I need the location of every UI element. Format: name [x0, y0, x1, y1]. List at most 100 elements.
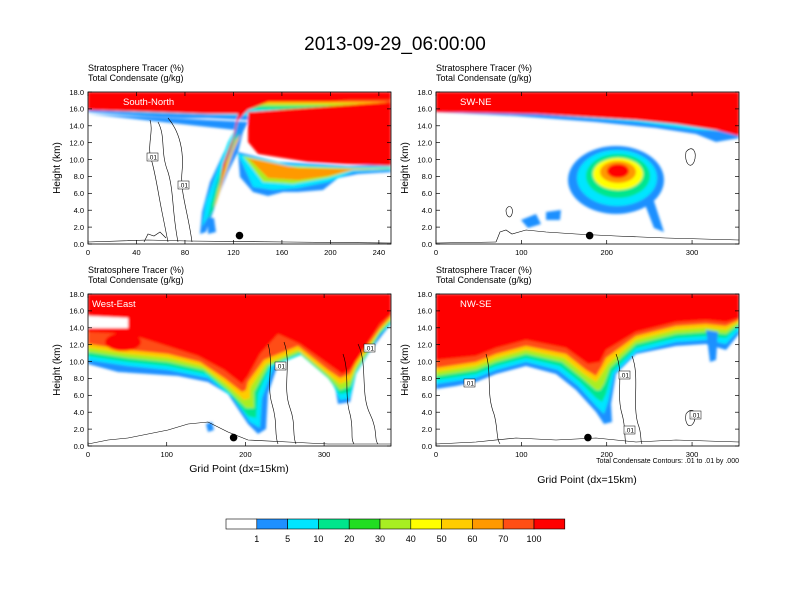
colorbar-swatch [287, 518, 319, 530]
panel-title-condensate: Total Condensate (g/kg) [436, 73, 532, 83]
y-tick-label: 12.0 [69, 340, 84, 349]
y-tick-label: 2.0 [74, 425, 84, 434]
colorbar-swatch [379, 518, 412, 530]
y-tick-label: 4.0 [74, 408, 84, 417]
colorbar-label: 60 [467, 534, 477, 544]
x-tick-label: 0 [86, 248, 90, 257]
y-tick-label: 6.0 [74, 391, 84, 400]
colorbar-label: 50 [437, 534, 447, 544]
panel-title-condensate: Total Condensate (g/kg) [436, 275, 532, 285]
y-tick-label: 16.0 [417, 307, 432, 316]
axes-south-north: 0 40 80 120 160 200 240 0.0 2.0 4.0 6.0 8.0 10.0 12.0… [69, 88, 391, 257]
contour-label: .01 [465, 381, 474, 388]
x-axis-title: Grid Point (dx=15km) [537, 474, 637, 486]
colorbar-swatch [225, 518, 258, 530]
panel-nw-se: Stratosphere Tracer (%) Total Condensate… [400, 265, 740, 486]
x-tick-label: 300 [686, 248, 699, 257]
contour-label-group: .01 .01 .01 .01 [463, 370, 702, 435]
x-tick-label: 0 [434, 450, 438, 459]
y-tick-label: 4.0 [74, 206, 84, 215]
panel-south-north: Stratosphere Tracer (%) Total Condensate… [52, 63, 392, 257]
y-tick-label: 16.0 [69, 307, 84, 316]
colorbar-label: 70 [498, 534, 508, 544]
y-tick-label: 10.0 [69, 155, 84, 164]
y-tick-label: 18.0 [69, 88, 84, 97]
x-tick-label: 0 [86, 450, 90, 459]
y-tick-label: 14.0 [69, 324, 84, 333]
contour-label: .01 [365, 346, 374, 353]
panel-title-tracer: Stratosphere Tracer (%) [88, 265, 184, 275]
colorbar-label: 40 [406, 534, 416, 544]
y-tick-label: 18.0 [417, 290, 432, 299]
contour-label-group: .01 .01 [146, 152, 190, 190]
y-tick-label: 16.0 [69, 105, 84, 114]
location-marker [585, 231, 594, 240]
colorbar-label: 5 [285, 534, 290, 544]
colorbar-swatch [318, 518, 350, 530]
x-tick-label: 40 [132, 248, 140, 257]
colorbar-label: 20 [344, 534, 354, 544]
colorbar-swatch [410, 518, 442, 530]
colorbar-swatch [441, 518, 473, 530]
y-axis-label: Height (km) [52, 142, 63, 194]
colorbar-label: 10 [313, 534, 323, 544]
colorbar-label: 30 [375, 534, 385, 544]
plot-area-sw-ne [436, 92, 739, 244]
y-tick-label: 10.0 [417, 155, 432, 164]
x-tick-label: 100 [515, 450, 528, 459]
panel-title-tracer: Stratosphere Tracer (%) [436, 63, 532, 73]
colorbar-label: 1 [254, 534, 259, 544]
y-tick-label: 0.0 [422, 442, 432, 451]
colorbar: 1 5 10 20 30 40 50 60 70 100 [225, 518, 566, 544]
y-tick-label: 4.0 [422, 206, 432, 215]
y-tick-label: 10.0 [69, 357, 84, 366]
x-axis-title: Grid Point (dx=15km) [189, 463, 289, 475]
x-tick-label: 200 [600, 248, 613, 257]
figure-title: 2013-09-29_06:00:00 [304, 34, 486, 55]
y-tick-label: 0.0 [74, 240, 84, 249]
contour-label: .01 [276, 364, 285, 371]
x-tick-label: 0 [434, 248, 438, 257]
x-tick-label: 100 [515, 248, 528, 257]
y-tick-label: 6.0 [422, 391, 432, 400]
y-tick-label: 6.0 [74, 189, 84, 198]
x-tick-label: 200 [600, 450, 613, 459]
x-tick-label: 300 [686, 450, 699, 459]
y-tick-label: 0.0 [74, 442, 84, 451]
contour-label: .01 [691, 413, 700, 420]
colorbar-swatch [502, 518, 535, 530]
plot-area-south-north [88, 92, 391, 244]
colorbar-label: 100 [526, 534, 541, 544]
y-axis-label: Height (km) [400, 142, 411, 194]
x-tick-label: 200 [324, 248, 337, 257]
contour-label: .01 [620, 373, 629, 380]
y-tick-label: 8.0 [422, 172, 432, 181]
colorbar-swatch [348, 518, 381, 530]
y-tick-label: 14.0 [417, 324, 432, 333]
y-tick-label: 18.0 [417, 88, 432, 97]
contour-label: .01 [625, 428, 634, 435]
contour-label: .01 [148, 155, 157, 162]
location-marker [229, 433, 238, 442]
condensate-contours [436, 148, 739, 244]
y-tick-label: 18.0 [69, 290, 84, 299]
x-tick-label: 240 [373, 248, 386, 257]
colorbar-swatch [472, 518, 504, 530]
y-tick-label: 14.0 [417, 122, 432, 131]
y-axis-label: Height (km) [400, 344, 411, 396]
colorbar-swatch [256, 518, 288, 530]
y-tick-label: 14.0 [69, 122, 84, 131]
plot-area-west-east [88, 294, 391, 446]
y-tick-label: 8.0 [422, 374, 432, 383]
y-tick-label: 10.0 [417, 357, 432, 366]
y-axis-label: Height (km) [52, 344, 63, 396]
y-tick-label: 2.0 [422, 425, 432, 434]
panel-label-west-east: West-East [92, 299, 136, 310]
panel-title-tracer: Stratosphere Tracer (%) [88, 63, 184, 73]
x-tick-label: 80 [181, 248, 189, 257]
x-tick-label: 100 [160, 450, 173, 459]
condensate-contours [88, 117, 391, 244]
y-tick-label: 2.0 [74, 223, 84, 232]
y-tick-label: 0.0 [422, 240, 432, 249]
